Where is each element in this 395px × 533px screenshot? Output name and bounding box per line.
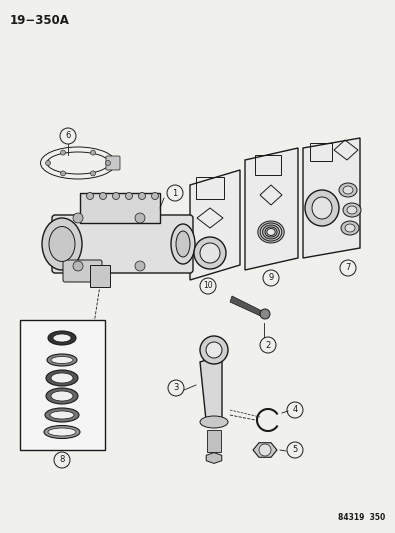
Ellipse shape — [48, 428, 76, 436]
Ellipse shape — [263, 225, 279, 239]
Text: 1: 1 — [172, 189, 178, 198]
Ellipse shape — [49, 227, 75, 262]
Circle shape — [206, 342, 222, 358]
Circle shape — [60, 171, 66, 176]
Bar — [255, 155, 281, 175]
Ellipse shape — [260, 223, 282, 241]
Ellipse shape — [171, 224, 195, 264]
Ellipse shape — [347, 206, 357, 214]
Circle shape — [139, 192, 145, 199]
Ellipse shape — [200, 243, 220, 263]
Text: 4: 4 — [292, 406, 297, 415]
Ellipse shape — [343, 186, 353, 194]
Bar — [310, 143, 332, 161]
Circle shape — [135, 213, 145, 223]
Circle shape — [259, 444, 271, 456]
Text: 8: 8 — [59, 456, 65, 464]
Bar — [207, 430, 221, 452]
Ellipse shape — [258, 221, 284, 243]
Circle shape — [60, 150, 66, 155]
Ellipse shape — [48, 331, 76, 345]
Ellipse shape — [47, 354, 77, 366]
Circle shape — [135, 261, 145, 271]
Bar — [80, 193, 160, 223]
Ellipse shape — [46, 388, 78, 404]
Text: 7: 7 — [345, 263, 351, 272]
Bar — [90, 265, 110, 287]
Ellipse shape — [45, 408, 79, 422]
Text: 6: 6 — [65, 132, 71, 141]
Ellipse shape — [343, 203, 361, 217]
Circle shape — [200, 336, 228, 364]
Circle shape — [126, 192, 132, 199]
Ellipse shape — [51, 357, 73, 364]
Polygon shape — [200, 355, 222, 420]
Text: 10: 10 — [203, 281, 213, 290]
Text: 84319  350: 84319 350 — [338, 513, 385, 522]
Ellipse shape — [51, 373, 73, 383]
Ellipse shape — [345, 224, 355, 232]
Bar — [196, 177, 224, 199]
FancyBboxPatch shape — [63, 260, 102, 282]
Circle shape — [90, 150, 96, 155]
Polygon shape — [206, 453, 222, 463]
Ellipse shape — [341, 221, 359, 235]
Circle shape — [73, 213, 83, 223]
Ellipse shape — [50, 411, 74, 419]
Text: 19−350A: 19−350A — [10, 14, 70, 27]
Circle shape — [90, 171, 96, 176]
Circle shape — [73, 261, 83, 271]
Ellipse shape — [267, 229, 275, 236]
Polygon shape — [303, 138, 360, 258]
Ellipse shape — [42, 218, 82, 270]
Ellipse shape — [265, 227, 277, 237]
Ellipse shape — [200, 416, 228, 428]
Bar — [20, 320, 105, 450]
Circle shape — [87, 192, 94, 199]
Circle shape — [105, 160, 111, 166]
Ellipse shape — [305, 190, 339, 226]
Circle shape — [113, 192, 120, 199]
Circle shape — [100, 192, 107, 199]
Circle shape — [260, 309, 270, 319]
Ellipse shape — [176, 231, 190, 257]
Circle shape — [45, 160, 51, 166]
Polygon shape — [253, 443, 277, 457]
Ellipse shape — [312, 197, 332, 219]
Ellipse shape — [339, 183, 357, 197]
Ellipse shape — [44, 425, 80, 439]
Text: 3: 3 — [173, 384, 179, 392]
FancyBboxPatch shape — [106, 156, 120, 170]
Text: 5: 5 — [292, 446, 297, 455]
Circle shape — [152, 192, 158, 199]
Text: 9: 9 — [268, 273, 274, 282]
FancyBboxPatch shape — [52, 215, 193, 273]
Polygon shape — [230, 296, 265, 318]
Text: 2: 2 — [265, 341, 271, 350]
Ellipse shape — [194, 237, 226, 269]
Polygon shape — [245, 148, 298, 270]
Ellipse shape — [53, 334, 71, 342]
Ellipse shape — [51, 391, 73, 401]
Ellipse shape — [46, 370, 78, 386]
Polygon shape — [190, 170, 240, 280]
